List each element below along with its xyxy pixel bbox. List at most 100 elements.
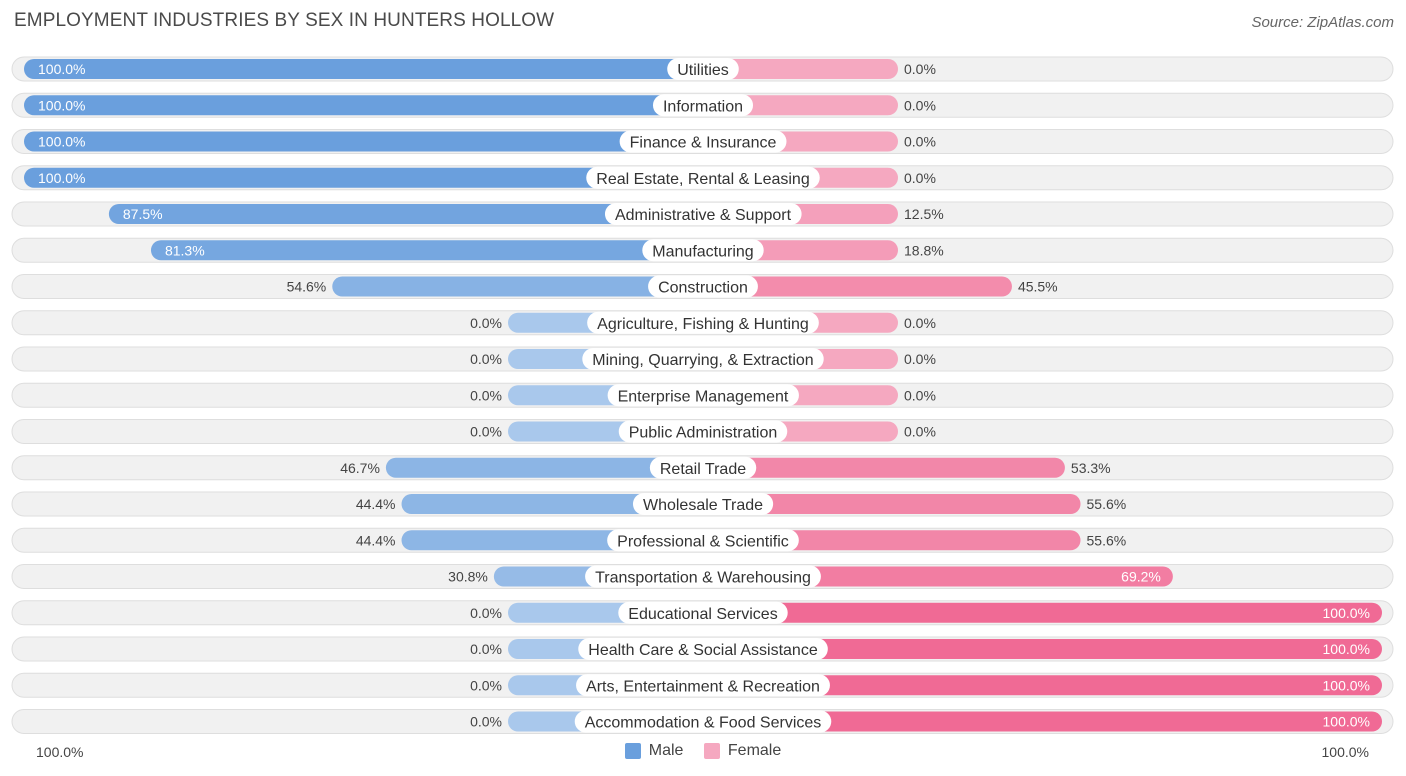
category-pill-construction [648, 275, 758, 298]
female-value-educational-services: 100.0% [1323, 605, 1370, 621]
category-label-accommodation-food-services: Accommodation & Food Services [585, 715, 822, 732]
category-pill-agriculture-fishing-hunting [587, 311, 819, 334]
female-bar-accommodation-food-services [703, 711, 1382, 732]
male-bar-utilities [24, 59, 703, 79]
female-value-health-care-social-assistance: 100.0% [1323, 641, 1370, 657]
category-pill-administrative-support [604, 203, 802, 225]
category-label-health-care-social-assistance: Health Care & Social Assistance [588, 642, 818, 659]
category-pill-retail-trade [649, 456, 757, 479]
category-label-construction: Construction [658, 280, 748, 297]
chart-title: EMPLOYMENT INDUSTRIES BY SEX IN HUNTERS … [14, 10, 555, 31]
female-bar-retail-trade [703, 457, 1065, 478]
category-pill-transportation-warehousing [585, 565, 821, 588]
female-bar-health-care-social-assistance [703, 639, 1382, 659]
category-label-finance-insurance: Finance & Insurance [630, 135, 777, 152]
female-value-administrative-support: 12.5% [904, 206, 944, 222]
female-value-manufacturing: 18.8% [904, 242, 944, 258]
category-label-educational-services: Educational Services [628, 606, 777, 623]
female-value-public-administration: 0.0% [904, 424, 936, 440]
female-value-transportation-warehousing: 69.2% [1121, 569, 1161, 585]
female-value-enterprise-management: 0.0% [904, 387, 936, 403]
male-bar-retail-trade [385, 457, 703, 478]
female-value-real-estate-rental-leasing: 0.0% [904, 170, 936, 186]
category-label-enterprise-management: Enterprise Management [618, 388, 789, 405]
male-value-information: 100.0% [38, 97, 85, 113]
category-pill-finance-insurance [619, 130, 787, 153]
source-credit: Source: ZipAtlas.com [1251, 14, 1394, 31]
category-pill-professional-scientific [607, 529, 799, 552]
male-value-retail-trade: 46.7% [340, 460, 380, 476]
category-label-utilities: Utilities [677, 62, 729, 79]
female-value-utilities: 0.0% [904, 61, 936, 77]
male-value-mining-quarrying-extraction: 0.0% [470, 351, 502, 367]
male-value-educational-services: 0.0% [470, 605, 502, 621]
male-value-enterprise-management: 0.0% [470, 387, 502, 403]
category-label-mining-quarrying-extraction: Mining, Quarrying, & Extraction [592, 352, 813, 369]
male-value-utilities: 100.0% [38, 61, 85, 77]
female-value-construction: 45.5% [1018, 279, 1058, 295]
female-value-arts-entertainment-recreation: 100.0% [1323, 677, 1370, 693]
female-value-information: 0.0% [904, 97, 936, 113]
female-bar-educational-services [703, 602, 1382, 623]
category-label-information: Information [663, 98, 743, 115]
category-label-professional-scientific: Professional & Scientific [617, 533, 789, 550]
legend-label-male: Male [648, 742, 684, 759]
male-value-arts-entertainment-recreation: 0.0% [470, 677, 502, 693]
female-value-accommodation-food-services: 100.0% [1323, 714, 1370, 730]
male-value-administrative-support: 87.5% [123, 206, 163, 222]
legend-swatch-male [624, 743, 641, 759]
category-pill-wholesale-trade [632, 493, 774, 515]
category-label-real-estate-rental-leasing: Real Estate, Rental & Leasing [596, 171, 809, 188]
category-pill-mining-quarrying-extraction [582, 348, 824, 370]
male-value-accommodation-food-services: 0.0% [470, 714, 502, 730]
category-pill-accommodation-food-services [574, 710, 832, 733]
male-value-real-estate-rental-leasing: 100.0% [38, 170, 85, 186]
legend-item-male[interactable]: Male [624, 742, 684, 760]
male-value-health-care-social-assistance: 0.0% [470, 641, 502, 657]
category-label-retail-trade: Retail Trade [660, 461, 746, 478]
male-bar-manufacturing [150, 240, 703, 261]
legend-label-female: Female [727, 742, 782, 759]
category-label-manufacturing: Manufacturing [652, 243, 753, 260]
category-pill-real-estate-rental-leasing [586, 166, 820, 189]
female-value-mining-quarrying-extraction: 0.0% [904, 351, 936, 367]
category-pill-public-administration [618, 420, 788, 443]
male-bar-administrative-support [108, 204, 703, 224]
female-value-retail-trade: 53.3% [1071, 460, 1111, 476]
male-value-agriculture-fishing-hunting: 0.0% [470, 315, 502, 331]
category-pill-arts-entertainment-recreation [576, 674, 830, 697]
female-bar-construction [703, 276, 1012, 297]
axis-left-label: 100.0% [36, 744, 84, 760]
legend-item-female[interactable]: Female [703, 742, 782, 760]
category-pill-utilities [667, 58, 739, 80]
female-bar-wholesale-trade [703, 494, 1081, 514]
male-value-construction: 54.6% [287, 279, 327, 295]
female-value-agriculture-fishing-hunting: 0.0% [904, 315, 936, 331]
category-label-administrative-support: Administrative & Support [615, 207, 792, 224]
female-bar-transportation-warehousing [703, 566, 1173, 587]
male-value-finance-insurance: 100.0% [38, 134, 85, 150]
male-bar-real-estate-rental-leasing [24, 167, 703, 188]
category-label-arts-entertainment-recreation: Arts, Entertainment & Recreation [586, 678, 820, 695]
female-bar-arts-entertainment-recreation [703, 675, 1382, 696]
diverging-bar-chart: 100.0% 0.0% Utilities 100.0% 0.0% Information… [11, 56, 1394, 734]
female-bar-utilities [703, 59, 898, 79]
male-bar-wholesale-trade [401, 494, 703, 514]
category-pill-manufacturing [642, 239, 764, 262]
male-bar-information [24, 95, 703, 116]
female-value-professional-scientific: 55.6% [1087, 532, 1127, 548]
category-label-agriculture-fishing-hunting: Agriculture, Fishing & Hunting [597, 316, 809, 333]
legend-swatch-female [703, 743, 720, 759]
male-value-manufacturing: 81.3% [165, 242, 205, 258]
legend: Male Female [0, 742, 1406, 764]
category-pill-information [652, 94, 754, 117]
category-label-wholesale-trade: Wholesale Trade [643, 497, 763, 514]
category-label-transportation-warehousing: Transportation & Warehousing [595, 570, 811, 587]
category-label-public-administration: Public Administration [629, 425, 778, 442]
female-value-finance-insurance: 0.0% [904, 134, 936, 150]
male-bar-finance-insurance [24, 131, 703, 152]
category-pill-health-care-social-assistance [578, 638, 828, 660]
category-pill-educational-services [618, 601, 788, 624]
male-value-public-administration: 0.0% [470, 424, 502, 440]
axis-right-label: 100.0% [1321, 744, 1369, 760]
